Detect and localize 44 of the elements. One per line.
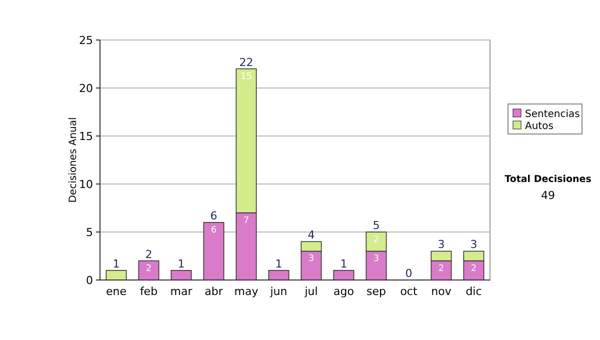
x-tick-label: abr bbox=[204, 285, 224, 298]
y-tick-label: 25 bbox=[79, 34, 93, 47]
y-tick-label: 10 bbox=[79, 178, 93, 191]
y-tick-label: 0 bbox=[86, 274, 93, 287]
legend-label: Sentencias bbox=[525, 109, 580, 120]
data-label: 2 bbox=[438, 264, 444, 274]
total-label: 5 bbox=[372, 219, 380, 232]
x-tick-label: mar bbox=[170, 285, 193, 298]
total-label: 1 bbox=[178, 257, 185, 270]
total-label: 4 bbox=[308, 228, 315, 242]
y-tick-label: 20 bbox=[79, 82, 93, 95]
data-label: 15 bbox=[240, 72, 252, 82]
total-label: 3 bbox=[438, 238, 445, 252]
total-label: 1 bbox=[340, 257, 348, 270]
total-label: 6 bbox=[210, 209, 218, 222]
legend-label: Autos bbox=[525, 121, 554, 132]
total-label: 1 bbox=[275, 257, 282, 270]
total-label: 0 bbox=[405, 267, 412, 280]
x-tick-label: ene bbox=[106, 285, 127, 298]
x-tick-label: dic bbox=[466, 285, 482, 298]
data-label: 2 bbox=[373, 235, 380, 245]
text: Total Decisiones bbox=[504, 174, 592, 185]
x-tick-label: jul bbox=[304, 285, 318, 298]
x-tick-label: nov bbox=[431, 285, 452, 298]
x-tick-label: jun bbox=[269, 285, 288, 298]
y-tick-label: 15 bbox=[79, 130, 93, 143]
data-label: 2 bbox=[146, 264, 152, 274]
total-label: 2 bbox=[145, 248, 152, 261]
total-label: 3 bbox=[470, 238, 478, 252]
x-tick-label: ago bbox=[334, 285, 354, 298]
data-label: 3 bbox=[373, 254, 380, 264]
total-label: 1 bbox=[112, 257, 120, 270]
data-label: 6 bbox=[210, 225, 217, 236]
text: 49 bbox=[541, 189, 555, 202]
x-tick-label: may bbox=[234, 285, 259, 298]
x-tick-label: oct bbox=[400, 285, 418, 298]
x-tick-label: feb bbox=[140, 285, 158, 298]
data-label: 3 bbox=[308, 254, 314, 264]
data-label: 7 bbox=[243, 216, 250, 226]
x-tick-label: sep bbox=[366, 285, 386, 298]
y-tick-label: 5 bbox=[86, 226, 93, 239]
data-label: 2 bbox=[470, 264, 477, 274]
y-axis-title: Decisiones Anual bbox=[68, 117, 79, 203]
total-label: 22 bbox=[239, 56, 254, 69]
